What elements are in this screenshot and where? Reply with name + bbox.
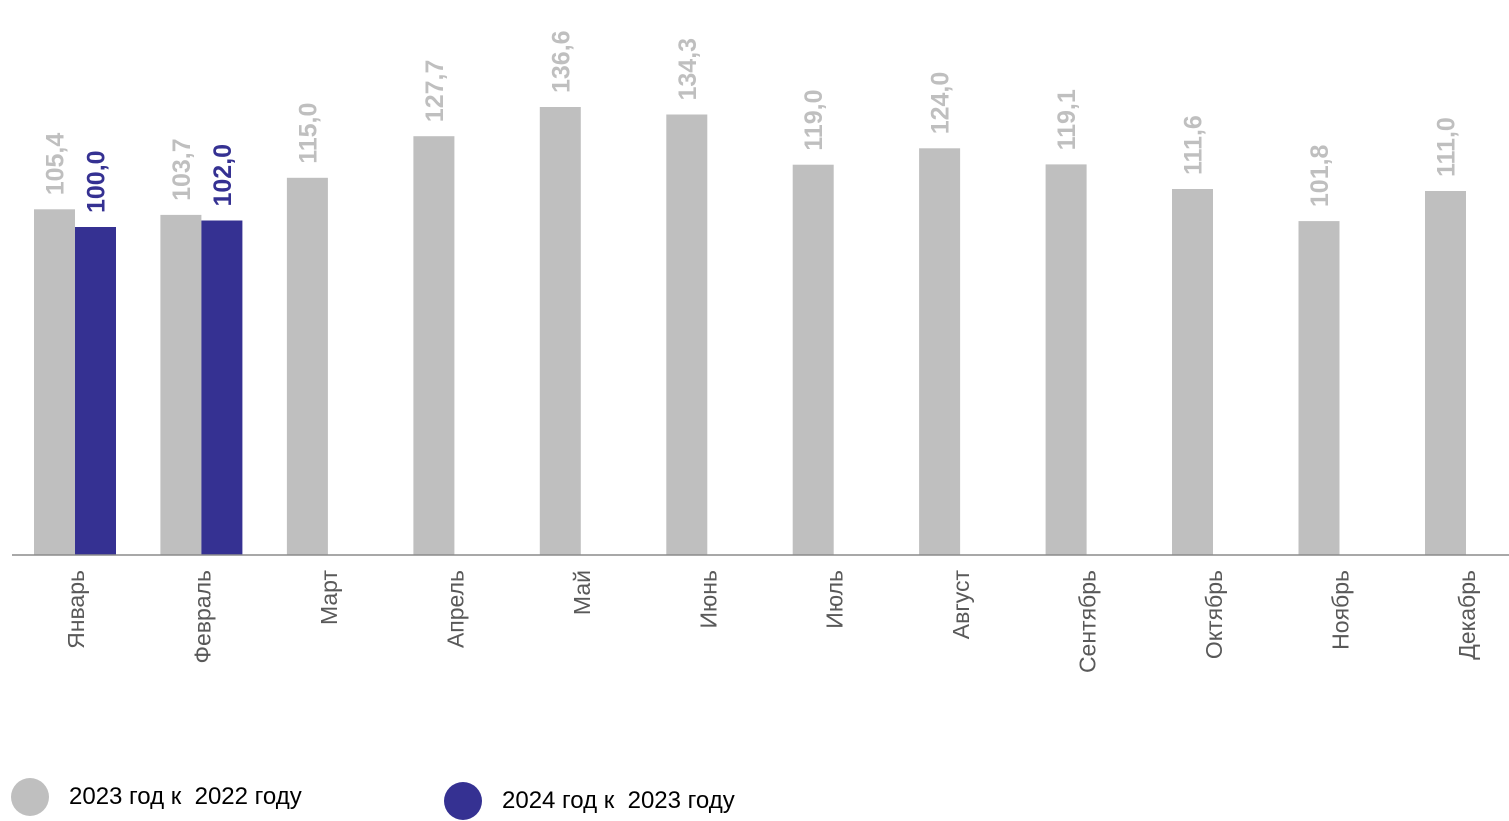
bar-series-1-сентябрь xyxy=(1045,164,1087,555)
value-label-series-1-июль: 119,0 xyxy=(800,90,828,151)
x-tick-label-сентябрь: Сентябрь xyxy=(1075,570,1101,673)
legend-item-series-1: 2023 год к 2022 году xyxy=(11,778,302,816)
bar-series-1-июнь xyxy=(666,114,708,555)
value-label-series-2-февраль: 102,0 xyxy=(209,144,237,207)
x-tick-label-ноябрь: Ноябрь xyxy=(1328,570,1354,650)
value-label-series-1-декабрь: 111,0 xyxy=(1433,117,1461,177)
legend-label-series-2: 2024 год к 2023 году xyxy=(502,787,735,814)
x-tick-label-июль: Июль xyxy=(822,570,848,629)
x-tick-label-март: Март xyxy=(316,570,342,625)
value-label-series-1-май: 136,6 xyxy=(547,30,575,93)
bar-series-1-март xyxy=(286,177,328,556)
x-tick-label-январь: Январь xyxy=(63,570,89,649)
bar-series-1-август xyxy=(919,148,961,556)
value-label-series-1-июнь: 134,3 xyxy=(674,38,702,101)
legend-item-series-2: 2024 год к 2023 году xyxy=(444,782,735,820)
bar-series-1-декабрь xyxy=(1425,191,1466,555)
x-tick-label-октябрь: Октябрь xyxy=(1201,570,1227,659)
x-tick-label-апрель: Апрель xyxy=(442,570,468,648)
legend-label-series-1: 2023 год к 2022 году xyxy=(69,783,302,810)
x-tick-labels-group: Январь Февраль Март Апрель Май Июнь Июль Август… xyxy=(63,570,1480,674)
x-tick-label-июнь: Июнь xyxy=(695,570,721,628)
x-tick-label-май: Май xyxy=(569,570,595,615)
bar-series-1-апрель xyxy=(413,136,455,555)
legend-swatch-series-1 xyxy=(11,778,49,816)
value-label-series-1-январь: 105,4 xyxy=(42,133,70,196)
x-tick-label-август: Август xyxy=(948,570,974,640)
legend-swatch-series-2 xyxy=(444,782,482,820)
bar-chart: 105,4 100,0 103,7 102,0 115,0 127,7 136,6 134,3… xyxy=(12,30,1509,674)
bar-series-1-январь xyxy=(34,209,75,556)
bar-series-2-январь xyxy=(75,227,116,555)
value-label-series-1-август: 124,0 xyxy=(927,72,955,135)
bar-series-1-ноябрь xyxy=(1298,221,1340,555)
value-label-series-1-ноябрь: 101,8 xyxy=(1306,144,1334,207)
value-label-series-2-январь: 100,0 xyxy=(83,150,111,213)
value-label-series-1-апрель: 127,7 xyxy=(421,60,449,123)
bar-series-1-июль xyxy=(792,164,834,555)
bars-group xyxy=(34,107,1466,556)
value-label-series-1-сентябрь: 119,1 xyxy=(1053,89,1081,150)
bar-series-2-февраль xyxy=(201,220,243,555)
value-labels-group: 105,4 100,0 103,7 102,0 115,0 127,7 136,6 134,3… xyxy=(42,30,1461,213)
bar-series-1-февраль xyxy=(160,214,202,555)
value-label-series-1-февраль: 103,7 xyxy=(168,138,196,201)
x-tick-label-февраль: Февраль xyxy=(189,570,215,663)
legend: 2023 год к 2022 году 2024 год к 2023 год… xyxy=(0,776,1509,821)
value-label-series-1-октябрь: 111,6 xyxy=(1180,115,1208,175)
bar-series-1-октябрь xyxy=(1172,189,1213,555)
x-tick-label-декабрь: Декабрь xyxy=(1454,570,1480,660)
value-label-series-1-март: 115,0 xyxy=(294,103,322,164)
bar-series-1-май xyxy=(539,107,581,555)
